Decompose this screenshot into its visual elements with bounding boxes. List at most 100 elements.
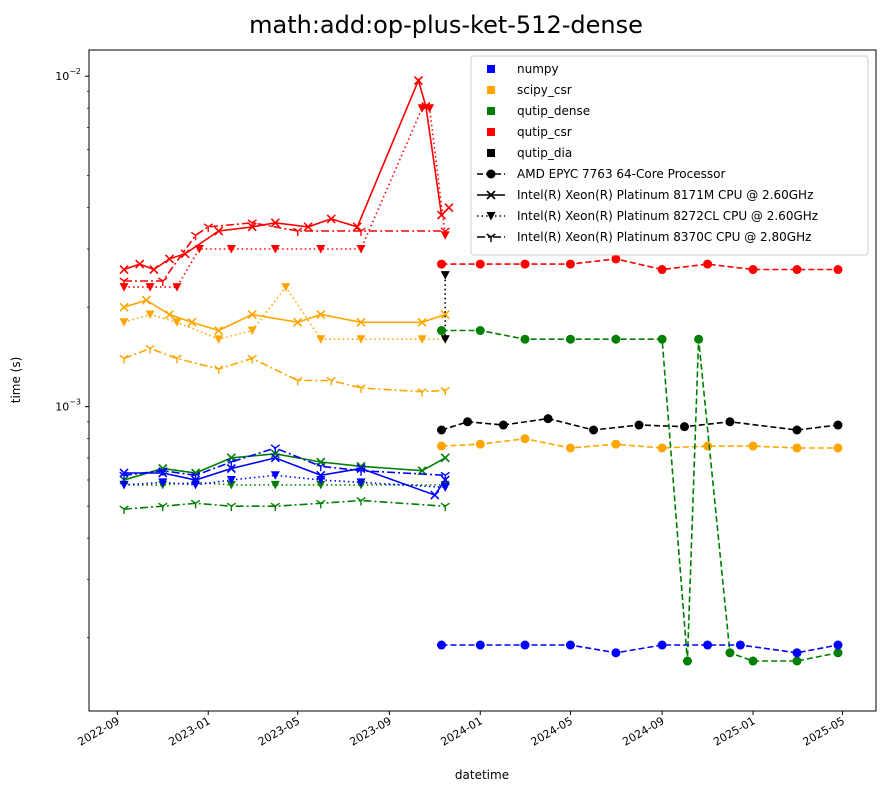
data-point [703,441,713,451]
legend-label: qutip_csr [517,125,572,139]
data-point [520,259,530,269]
data-point [748,656,758,666]
series-line [441,644,839,654]
data-point [270,244,280,254]
data-point [475,640,485,650]
data-point [356,467,366,476]
data-point [792,265,802,275]
data-point [520,640,530,650]
legend-swatch [487,86,495,94]
data-point [247,219,257,228]
data-point [833,265,843,275]
data-point [440,502,450,512]
data-point [316,499,326,509]
data-point [703,259,713,269]
series-scipy_csr-amd-epyc-7763-64-core-processor [437,434,843,453]
legend-label: scipy_csr [517,83,572,97]
data-point [437,326,447,336]
data-point [792,648,802,658]
data-point [270,502,281,512]
data-point [792,656,802,666]
series-line [124,481,446,486]
data-point [694,334,704,344]
data-point [520,434,530,444]
data-point [565,259,575,269]
series-qutip_dia-amd-epyc-7763-64-core-processor [437,414,843,435]
data-point [463,417,473,427]
data-point [833,640,843,650]
data-point [158,467,168,476]
data-point [748,441,758,451]
data-point [417,335,427,344]
legend-label: qutip_dense [517,104,590,118]
data-point [437,259,447,269]
data-point [611,439,621,449]
data-point [792,443,802,453]
data-point [611,334,621,344]
data-point [247,326,257,336]
data-point [833,420,843,430]
data-point [735,640,745,650]
legend-entry-scipy_csr: scipy_csr [487,83,572,97]
data-point [190,499,201,509]
x-tick-label: 2025-01 [711,714,757,748]
data-point [226,458,237,468]
data-point [436,210,447,220]
y-tick-label: 10−3 [55,398,81,414]
data-point [226,463,236,474]
data-point [119,302,129,312]
data-point [214,335,224,344]
series-line [441,258,838,271]
data-point [543,414,553,424]
data-point [226,502,237,512]
data-point [356,227,366,237]
data-point [145,283,155,292]
series-layer [119,75,843,666]
data-point [440,483,450,492]
data-point [440,271,450,280]
legend-entry-cpu: Intel(R) Xeon(R) Platinum 8171M CPU @ 2.… [477,188,813,202]
data-point [247,309,257,320]
legend-entry-qutip_dia: qutip_dia [487,146,572,160]
data-point [226,480,236,490]
legend-swatch [487,65,495,73]
data-point [119,354,129,364]
data-point [145,310,155,320]
legend-label: numpy [517,62,559,76]
data-point [440,309,450,320]
data-point [203,223,213,232]
x-tick-label: 2023-09 [348,714,394,748]
data-point [682,656,692,666]
series-qutip_csr-amd-epyc-7763-64-core-processor [437,254,843,275]
data-point [326,214,336,224]
data-point [657,334,667,344]
data-point [213,365,224,375]
x-axis-title: datetime [455,768,509,782]
x-tick-label: 2023-05 [256,714,302,748]
data-point [316,244,326,254]
data-point [475,326,485,336]
data-point [158,277,168,287]
data-point [214,325,224,336]
data-point [316,475,326,485]
legend-marker [486,212,496,221]
data-point [158,502,168,512]
series-qutip_dense-amd-epyc-7763-64-core-processor [437,326,843,666]
data-point [172,354,182,364]
legend-swatch [487,128,495,136]
plot-frame [88,49,877,712]
data-point [725,648,735,658]
data-point [611,254,621,264]
data-point [679,422,689,432]
legend-label: Intel(R) Xeon(R) Platinum 8171M CPU @ 2.… [517,188,813,202]
series-line [124,221,446,282]
data-point [270,449,280,459]
legend-entry-cpu: Intel(R) Xeon(R) Platinum 8370C CPU @ 2.… [477,230,811,244]
series-line [123,499,446,510]
x-tick-label: 2025-05 [801,714,847,748]
legend-marker [486,169,496,179]
x-tick-label: 2024-09 [620,714,666,748]
series-line [123,285,446,341]
data-point [417,388,427,397]
data-point [475,439,485,449]
